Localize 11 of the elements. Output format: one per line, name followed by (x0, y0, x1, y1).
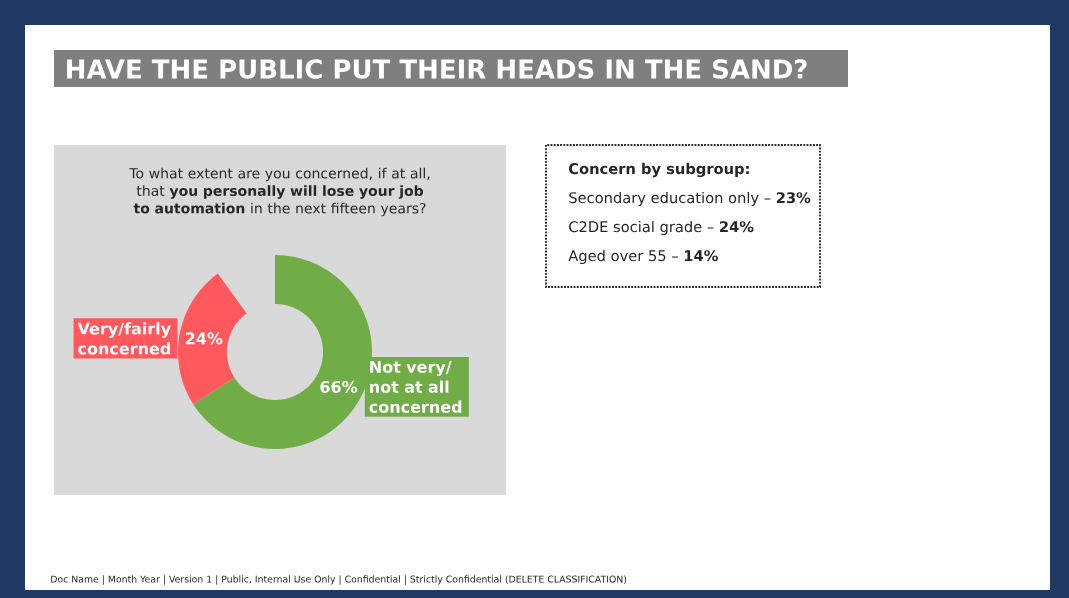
slice-label: Very/fairly concerned (77, 322, 171, 355)
text: Doc Name | Month Year | Version 1 | Public, Internal Use Only | Confidential | Strictly Confidential (DELETE CLASSIFICATION) (51, 575, 627, 585)
text: Aged over 55 – 14% (568, 249, 718, 265)
data-label: 66% (320, 380, 358, 393)
chart-title: HAVE THE PUBLIC PUT THEIR HEADS IN THE SAND? (67, 59, 807, 79)
chart-subtitle: To what extent are you concerned, if at all, that you personally will lose your job to automation in the next fifteen years? (129, 167, 430, 217)
data-label: 24% (185, 332, 223, 345)
slice-label: Not very/ not at all concerned (369, 360, 462, 413)
text: Secondary education only – 23% (569, 191, 811, 207)
text: Concern by subgroup: (569, 162, 749, 178)
text: C2DE social grade – 24% (569, 220, 754, 236)
